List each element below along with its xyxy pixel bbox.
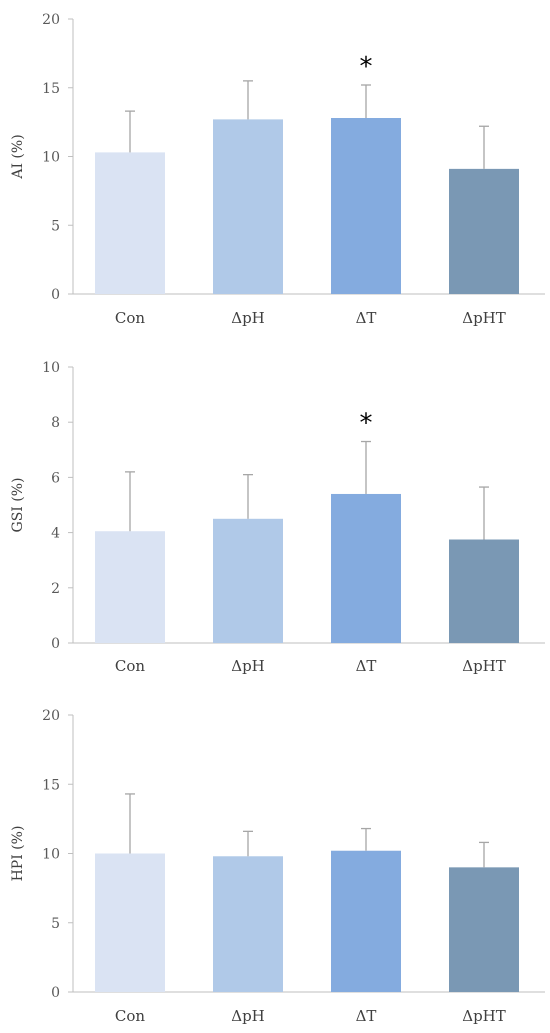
category-label: Con xyxy=(115,309,146,327)
y-axis-label: AI (%) xyxy=(10,134,26,179)
category-label: ΔpH xyxy=(231,309,265,327)
chart-panel-2: 0 2 4 6 8 10 GSI (%) Con ΔpH ΔT * ΔpHT xyxy=(10,360,545,675)
y-tick-label: 20 xyxy=(42,708,60,724)
category-label: Con xyxy=(115,657,146,675)
y-tick-label: 0 xyxy=(51,985,60,1001)
y-tick-label: 0 xyxy=(51,287,60,303)
bar-4 xyxy=(449,867,519,992)
bar-2 xyxy=(213,856,283,992)
category-label: ΔpHT xyxy=(462,1007,506,1025)
y-tick-label: 15 xyxy=(42,777,60,793)
y-tick-label: 20 xyxy=(42,12,60,28)
y-axis-label: HPI (%) xyxy=(10,826,26,882)
y-axis-label: GSI (%) xyxy=(10,478,26,533)
category-label: ΔpHT xyxy=(462,657,506,675)
y-tick-label: 0 xyxy=(51,636,60,652)
significance-mark: * xyxy=(360,52,373,82)
y-tick-label: 10 xyxy=(42,360,60,376)
y-tick-label: 4 xyxy=(51,526,60,542)
bar-3 xyxy=(331,493,401,643)
bar-1 xyxy=(95,531,165,643)
y-tick-label: 10 xyxy=(42,150,60,166)
y-tick-label: 10 xyxy=(42,847,60,863)
bar-2 xyxy=(213,518,283,643)
bar-4 xyxy=(449,168,519,294)
bar-1 xyxy=(95,152,165,294)
y-tick-label: 6 xyxy=(51,470,60,486)
bar-3 xyxy=(331,118,401,294)
category-label: ΔpH xyxy=(231,1007,265,1025)
bar-3 xyxy=(331,850,401,992)
category-label: ΔpHT xyxy=(462,309,506,327)
y-tick-label: 15 xyxy=(42,81,60,97)
y-tick-label: 8 xyxy=(51,415,60,431)
category-label: ΔT xyxy=(356,1007,377,1025)
bar-2 xyxy=(213,119,283,294)
category-label: Con xyxy=(115,1007,146,1025)
category-label: ΔT xyxy=(356,657,377,675)
bar-4 xyxy=(449,539,519,643)
category-label: ΔT xyxy=(356,309,377,327)
y-tick-label: 5 xyxy=(51,916,60,932)
significance-mark: * xyxy=(360,409,373,439)
bar-1 xyxy=(95,853,165,992)
chart-panel-1: 0 5 10 15 20 AI (%) Con ΔpH ΔT * ΔpHT xyxy=(10,12,545,327)
category-label: ΔpH xyxy=(231,657,265,675)
chart-panel-3: 0 5 10 15 20 HPI (%) Con ΔpH ΔT ΔpHT xyxy=(10,708,545,1025)
y-tick-label: 5 xyxy=(51,218,60,234)
y-tick-label: 2 xyxy=(51,581,60,597)
